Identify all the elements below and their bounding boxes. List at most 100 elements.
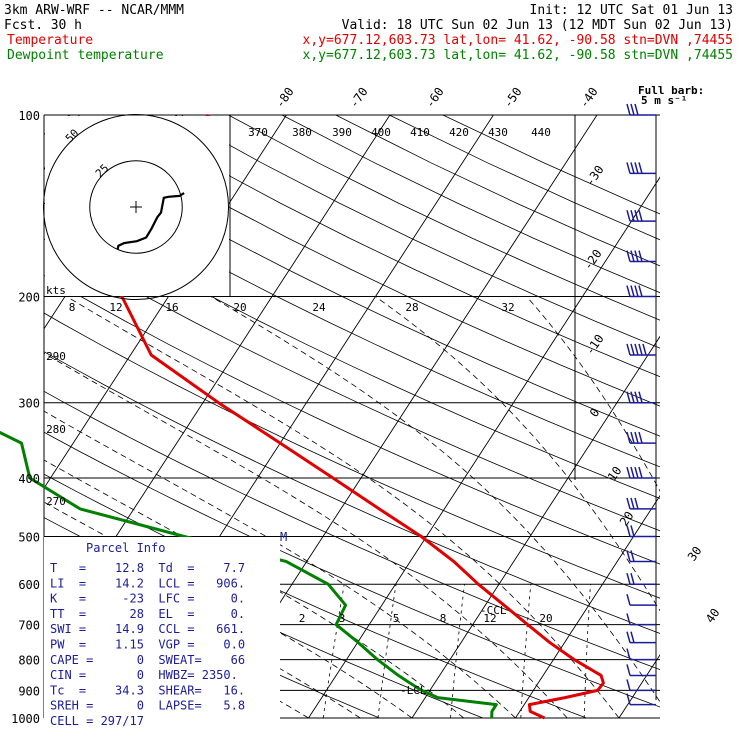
model-title: 3km ARW-WRF -- NCAR/MMM xyxy=(4,3,184,18)
moist-adiabat-line xyxy=(44,410,516,718)
pressure-tick-label: 700 xyxy=(18,619,40,633)
mixing-ratio-label: 8 xyxy=(440,612,447,625)
scale-label: 8 xyxy=(69,301,76,314)
hodograph-trace xyxy=(116,192,185,250)
ccl-label: -CCL xyxy=(480,604,507,617)
temperature-tick-label: 10 xyxy=(605,464,625,484)
wind-barb xyxy=(626,550,656,563)
temperature-tick-label: 40 xyxy=(703,606,723,626)
parcel-info-panel: Parcel Info T = 12.8 Td = 7.7LI = 14.2 L… xyxy=(44,537,280,728)
parcel-info-row: SREH = 0 LAPSE= 5.8 xyxy=(50,699,245,713)
dry-adiabat-line xyxy=(44,312,660,599)
forecast-label: Fcst. xyxy=(4,18,43,33)
wind-barb xyxy=(626,343,656,356)
mixing-ratio-label: 5 xyxy=(393,612,400,625)
isotherm-line xyxy=(411,335,660,718)
dry-adiabat-line xyxy=(44,132,660,437)
barb-legend-line2: 5 m s⁻¹ xyxy=(641,94,687,107)
temperature-profile xyxy=(116,113,605,720)
theta-label: 370 xyxy=(248,126,268,139)
temperature-tick-label: -80 xyxy=(273,85,297,111)
wind-barb xyxy=(626,250,656,263)
dry-adiabat-line xyxy=(44,390,660,671)
pressure-tick-label: 600 xyxy=(18,578,40,592)
wind-barb xyxy=(626,285,656,298)
hodograph-background xyxy=(45,116,229,296)
mixing-ratio-label: 2 xyxy=(299,612,306,625)
wind-barb xyxy=(626,593,656,606)
mixing-ratio-line xyxy=(520,584,532,718)
moist-adiabat-line xyxy=(44,459,465,718)
pressure-tick-label: 200 xyxy=(18,291,40,305)
temperature-tick-label: 20 xyxy=(617,509,637,529)
mixing-ratio-label: 20 xyxy=(539,612,552,625)
theta-label: 400 xyxy=(371,126,391,139)
hodograph-ring xyxy=(43,114,229,300)
dry-adiabat-line xyxy=(67,115,660,407)
parcel-info-row: TT = 28 EL = 0. xyxy=(50,607,245,621)
mixing-ratio-line xyxy=(377,584,397,718)
wind-barb xyxy=(626,664,656,677)
theta-label: 380 xyxy=(292,126,312,139)
wind-barb xyxy=(626,525,656,538)
hodograph-ring xyxy=(89,160,183,254)
dewpoint-location: x,y=677.12,603.73 lat,lon= 41.62, -90.58… xyxy=(303,48,733,63)
moist-adiabat-line xyxy=(44,352,568,718)
dry-adiabat-line xyxy=(44,202,660,499)
dry-adiabat-line xyxy=(44,431,660,708)
moist-adiabat-line xyxy=(44,538,361,718)
theta-label: 390 xyxy=(332,126,352,139)
dewpoint-legend: Dewpoint temperature xyxy=(7,48,164,63)
isotherm-line xyxy=(618,654,660,718)
isotherm-line xyxy=(515,494,660,718)
scale-label: 16 xyxy=(165,301,178,314)
scale-label: 28 xyxy=(405,301,418,314)
m-marker: M xyxy=(280,530,287,544)
wind-barb xyxy=(626,497,656,510)
dry-adiabat-line xyxy=(44,238,660,532)
scale-label: 20 xyxy=(233,301,246,314)
scale-label: 24 xyxy=(312,301,326,314)
wind-barb xyxy=(626,648,656,661)
temperature-tick-label: -50 xyxy=(501,85,525,111)
isotherm-line xyxy=(723,115,740,718)
theta-label: 280 xyxy=(46,423,66,436)
dry-adiabat-line xyxy=(442,115,660,215)
wind-barb xyxy=(626,573,656,585)
init-time: Init: 12 UTC Sat 01 Jun 13 xyxy=(530,3,734,18)
pressure-tick-label: 900 xyxy=(18,684,40,698)
temperature-location: x,y=677.12,603.73 lat,lon= 41.62, -90.58… xyxy=(303,33,733,48)
lcl-label: -LCL xyxy=(400,684,427,697)
dry-adiabat-line xyxy=(44,167,660,468)
scale-label: 32 xyxy=(501,301,514,314)
temperature-tick-label: 30 xyxy=(685,544,705,564)
parcel-info-title: Parcel Info xyxy=(86,541,165,555)
forecast-hours: 30 h xyxy=(51,18,82,33)
parcel-info-row: CAPE = 0 SWEAT= 66 xyxy=(50,653,245,667)
temperature-tick-label: -60 xyxy=(423,85,447,111)
parcel-info-row: CIN = 0 HWBZ= 2350. xyxy=(50,668,238,682)
parcel-info-row: CELL = 297/17 xyxy=(50,714,144,728)
barb-legend-line1: Full barb: xyxy=(638,84,704,97)
mixing-ratio-label: 3 xyxy=(339,612,346,625)
valid-time: Valid: 18 UTC Sun 02 Jun 13 (12 MDT Sun … xyxy=(342,18,733,33)
mixing-ratio-line xyxy=(668,584,670,718)
pressure-tick-label: 100 xyxy=(18,109,40,123)
theta-label: 440 xyxy=(531,126,551,139)
parcel-info-row: Tc = 34.3 SHEAR= 16. xyxy=(50,683,245,697)
wind-barb xyxy=(626,466,656,479)
pressure-tick-label: 500 xyxy=(18,530,40,544)
pressure-tick-label: 300 xyxy=(18,397,40,411)
wind-barb xyxy=(626,613,656,626)
parcel-info-row: K = -23 LFC = 0. xyxy=(50,592,245,606)
dewpoint-profile xyxy=(0,430,498,719)
pressure-tick-label: 1000 xyxy=(11,712,40,726)
wind-barb xyxy=(626,431,656,444)
temperature-legend: Temperature xyxy=(7,33,93,48)
mixing-ratio-line xyxy=(322,584,345,718)
wind-barbs xyxy=(626,103,656,706)
pressure-tick-label: 400 xyxy=(18,472,40,486)
moist-adiabat-line xyxy=(526,296,660,492)
